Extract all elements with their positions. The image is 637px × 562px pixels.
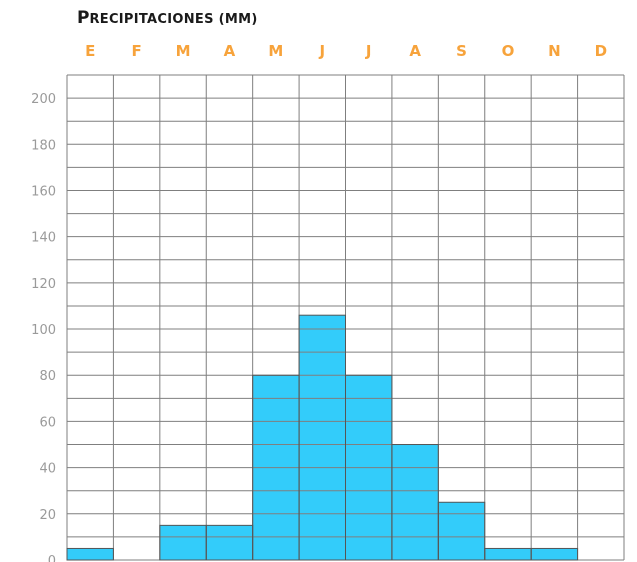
x-tick-label: M (176, 42, 191, 60)
x-tick-label: O (502, 42, 515, 60)
y-tick-label: 160 (31, 184, 56, 199)
x-tick-label: E (85, 42, 95, 60)
bar (484, 548, 532, 560)
bar-outline (66, 547, 114, 561)
y-tick-label: 0 (48, 554, 56, 562)
bar (531, 548, 578, 560)
bar (299, 315, 346, 560)
x-tick-label: S (456, 42, 467, 60)
x-tick-label: J (318, 42, 325, 60)
x-tick-label: D (595, 42, 607, 60)
x-tick-label: M (268, 42, 283, 60)
y-tick-label: 40 (39, 462, 56, 477)
bar (438, 502, 485, 560)
y-tick-label: 100 (31, 323, 56, 338)
chart-title: PRECIPITACIONES (MM) (77, 8, 258, 28)
y-tick-label: 60 (39, 415, 56, 430)
y-tick-label: 200 (31, 92, 56, 107)
bar (206, 525, 253, 560)
bar-outline (437, 501, 486, 561)
y-tick-label: 20 (39, 508, 56, 523)
bar-outline (530, 547, 579, 561)
x-tick-label: N (548, 42, 561, 60)
y-tick-label: 140 (31, 231, 56, 246)
y-tick-label: 120 (31, 277, 56, 292)
x-tick-label: J (365, 42, 372, 60)
x-tick-label: A (224, 42, 236, 60)
bar (159, 525, 207, 560)
chart-title-first-letter: P (77, 8, 90, 28)
y-tick-label: 80 (39, 369, 56, 384)
bar (391, 444, 439, 560)
y-tick-label: 180 (31, 138, 56, 153)
x-tick-label: F (132, 42, 142, 60)
chart-title-rest: RECIPITACIONES (MM) (89, 12, 258, 27)
bar (67, 548, 114, 560)
x-tick-label: A (409, 42, 421, 60)
